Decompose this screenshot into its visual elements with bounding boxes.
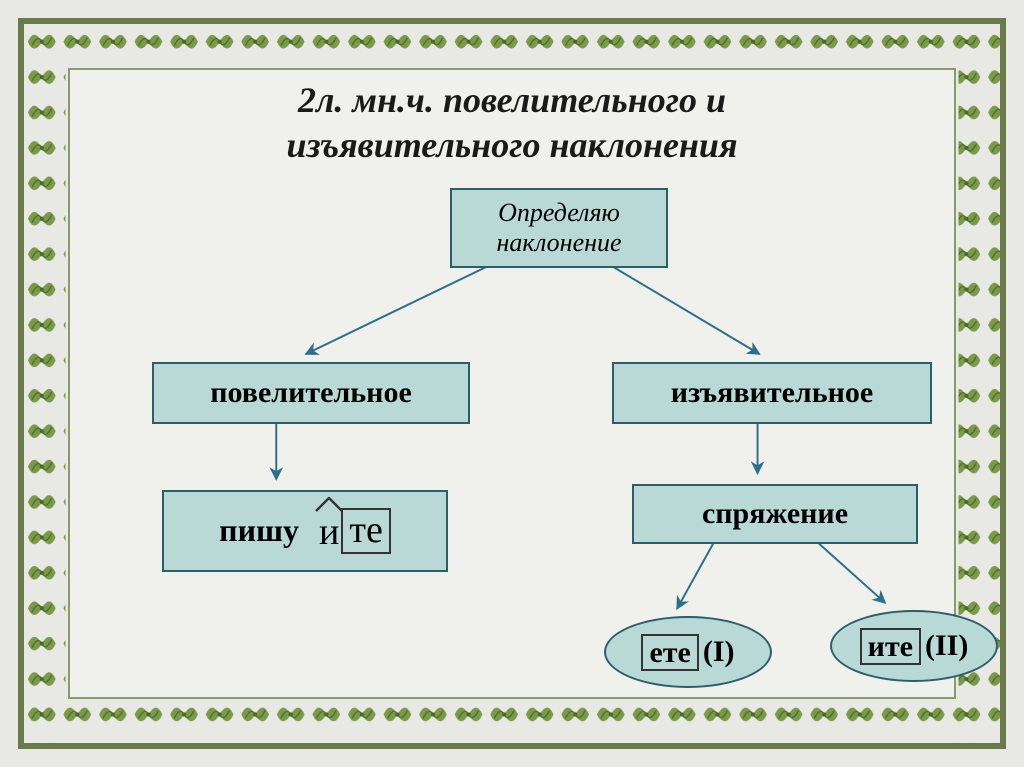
indicative-node: изъявительное [612,362,932,424]
title-line-2: изъявительного наклонения [70,123,954,168]
conj-2-label: (II) [925,629,968,663]
example-mid: и [319,511,339,553]
conjugation-label: спряжение [702,497,848,531]
example-word: пишу [219,512,299,549]
title-line-1: 2л. мн.ч. повелительного и [70,78,954,123]
conjugation-node: спряжение [632,484,918,544]
conj-1-node: ете (I) [604,616,772,688]
imperative-node: повелительное [152,362,470,424]
indicative-label: изъявительное [671,376,873,410]
conj-1-label: (I) [703,635,735,669]
example-node: пишу и те [162,490,448,572]
example-suffix-boxed: те [341,508,390,554]
conj-2-suffix: ите [860,628,921,665]
imperative-label: повелительное [210,376,412,410]
conj-1-suffix: ете [641,634,698,671]
inner-frame: 2л. мн.ч. повелительного и изъявительног… [68,68,956,699]
root-line-2: наклонение [496,228,621,258]
conj-2-node: ите (II) [830,610,998,682]
root-line-1: Определяю [496,198,621,228]
root-node: Определяю наклонение [450,188,668,268]
page-title: 2л. мн.ч. повелительного и изъявительног… [70,78,954,168]
outer-frame: 2л. мн.ч. повелительного и изъявительног… [18,18,1006,749]
